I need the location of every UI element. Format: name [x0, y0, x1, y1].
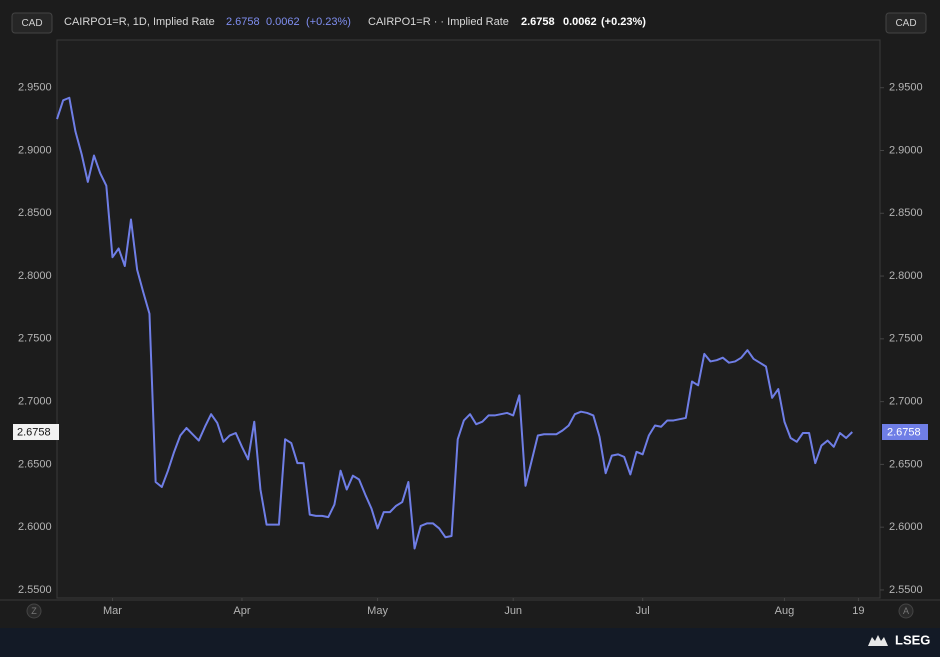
y-tick-label-right: 2.5500: [889, 584, 923, 596]
brand-icon: [868, 635, 888, 646]
currency-button[interactable]: [885, 12, 927, 34]
y-tick-label: 2.6500: [18, 458, 52, 470]
x-tick-label: May: [367, 605, 388, 617]
x-tick-label: Jul: [636, 605, 650, 617]
y-tick-label: 2.8000: [18, 270, 52, 282]
secondary-last: 2.6758: [521, 16, 555, 28]
y-tick-label-right: 2.7000: [889, 396, 923, 408]
x-tick-label: Mar: [103, 605, 122, 617]
secondary-change-pct: (+0.23%): [601, 16, 646, 28]
y-tick-label: 2.8500: [18, 207, 52, 219]
y-tick-label: 2.6000: [18, 521, 52, 533]
x-tick-label: Jun: [504, 605, 522, 617]
last-price-right: 2.6758: [887, 426, 921, 438]
last-price-left: 2.6758: [17, 426, 51, 438]
y-tick-label: 2.9000: [18, 144, 52, 156]
y-tick-label-right: 2.9000: [889, 144, 923, 156]
legend-change: 0.0062: [266, 16, 300, 28]
series-line: [56, 96, 853, 550]
y-tick-label-right: 2.6000: [889, 521, 923, 533]
x-tick-label: 19: [852, 605, 864, 617]
legend-symbol: CAIRPO1=R, 1D, Implied Rate: [64, 16, 215, 28]
last-price-tag-right: [882, 424, 928, 441]
currency-button[interactable]: [11, 12, 53, 34]
y-tick-label-right: 2.6500: [889, 458, 923, 470]
plot-area: [56, 39, 881, 599]
y-tick-label: 2.9500: [18, 82, 52, 94]
zoom-button-label: Z: [31, 606, 37, 616]
y-tick-label: 2.5500: [18, 584, 52, 596]
y-tick-label: 2.7500: [18, 333, 52, 345]
legend-change-pct: (+0.23%): [306, 16, 351, 28]
currency-label: CAD: [895, 18, 916, 29]
x-tick-label: Apr: [233, 605, 250, 617]
y-tick-label-right: 2.9500: [889, 82, 923, 94]
legend-last: 2.6758: [226, 16, 260, 28]
auto-button-label: A: [903, 606, 909, 616]
y-tick-label-right: 2.7500: [889, 333, 923, 345]
y-tick-label: 2.7000: [18, 396, 52, 408]
y-tick-label-right: 2.8500: [889, 207, 923, 219]
brand: LSEG: [895, 632, 930, 647]
y-tick-label-right: 2.8000: [889, 270, 923, 282]
zoom-button[interactable]: [26, 603, 42, 619]
secondary-change: 0.0062: [563, 16, 597, 28]
currency-label: CAD: [21, 18, 42, 29]
footer: [0, 628, 940, 652]
x-tick-label: Aug: [775, 605, 795, 617]
auto-button[interactable]: [898, 603, 914, 619]
last-price-tag-left: [13, 424, 59, 441]
secondary-legend: CAIRPO1=R · · Implied Rate: [368, 16, 509, 28]
